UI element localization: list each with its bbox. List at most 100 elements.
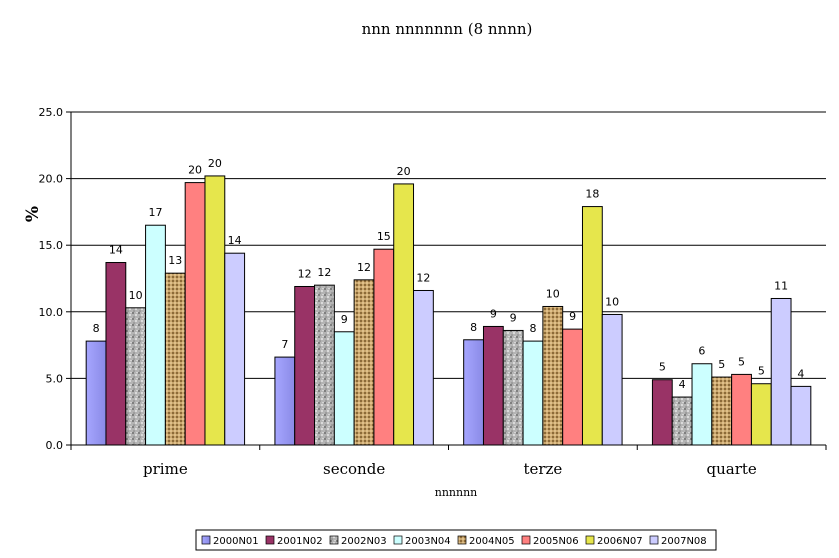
bar <box>85 340 107 446</box>
bar <box>711 376 733 446</box>
data-label: 5 <box>659 361 666 374</box>
legend-swatch <box>649 535 659 545</box>
y-axis-title: % <box>23 206 43 222</box>
data-label: 10 <box>605 295 619 308</box>
data-label: 9 <box>341 313 348 326</box>
bar <box>393 183 415 446</box>
bar <box>731 373 752 446</box>
data-label: 15 <box>377 230 391 243</box>
data-label: 10 <box>546 287 560 300</box>
axes: 0.0 5.0 10.0 15.0 20.0 25.0 prime seconde terze q… <box>39 106 827 478</box>
bar <box>522 340 544 446</box>
legend-label: 2001N02 <box>277 536 323 547</box>
data-label: 12 <box>298 267 312 280</box>
bar <box>790 385 812 446</box>
data-label: 5 <box>738 355 745 368</box>
bar <box>333 331 355 446</box>
data-label: 12 <box>317 266 331 279</box>
data-label: 17 <box>148 206 162 219</box>
bars <box>85 175 812 446</box>
bar <box>145 224 166 446</box>
bar <box>204 175 226 446</box>
data-label: 9 <box>510 311 517 324</box>
legend-label: 2005N06 <box>533 536 579 547</box>
bar <box>542 305 564 446</box>
data-label: 20 <box>397 165 411 178</box>
data-label: 9 <box>569 310 576 323</box>
x-category-label: quarte <box>706 460 756 478</box>
legend-swatch <box>265 535 275 545</box>
legend-label: 2006N07 <box>597 536 643 547</box>
data-label: 14 <box>109 244 123 257</box>
data-label: 12 <box>416 271 430 284</box>
y-tick-label: 10.0 <box>39 306 64 319</box>
data-label: 20 <box>208 157 222 170</box>
data-label: 10 <box>129 289 143 302</box>
data-label: 8 <box>529 322 536 335</box>
bar <box>314 284 335 446</box>
data-label: 4 <box>797 367 804 380</box>
data-label: 12 <box>357 261 371 274</box>
bar <box>770 297 792 446</box>
legend-label: 2000N01 <box>213 536 259 547</box>
bar <box>482 325 504 446</box>
bar <box>353 279 375 446</box>
bar <box>463 339 484 446</box>
data-label: 7 <box>281 338 288 351</box>
bar <box>562 328 583 446</box>
legend-label: 2007N08 <box>661 536 707 547</box>
legend-label: 2004N05 <box>469 536 515 547</box>
y-tick-label: 15.0 <box>39 239 64 252</box>
y-tick-label: 25.0 <box>39 106 64 119</box>
bar <box>671 396 693 446</box>
bar <box>164 272 186 446</box>
data-label: 18 <box>585 188 599 201</box>
bar <box>294 285 316 446</box>
bar <box>105 262 127 446</box>
bar <box>502 329 524 446</box>
bar <box>373 248 395 446</box>
data-label: 8 <box>93 322 100 335</box>
legend: 2000N01 2001N02 2002N03 2003N04 2004N05 2005N… <box>195 529 717 551</box>
x-category-label: terze <box>523 460 562 478</box>
data-label: 9 <box>490 307 497 320</box>
x-category-label: seconde <box>323 460 385 478</box>
bar <box>413 289 434 446</box>
bar <box>750 383 772 446</box>
data-label: 13 <box>168 254 182 267</box>
y-tick-label: 0.0 <box>46 439 64 452</box>
data-label: 11 <box>774 279 788 292</box>
legend-swatch <box>393 535 403 545</box>
bar <box>184 182 206 446</box>
chart-title: nnn nnnnnnn (8 nnnn) <box>362 20 533 38</box>
data-label: 14 <box>228 234 242 247</box>
legend-swatch <box>457 535 467 545</box>
bar <box>691 363 713 446</box>
bar <box>601 313 623 446</box>
data-label: 20 <box>188 164 202 177</box>
bar <box>125 307 147 446</box>
x-category-label: prime <box>143 460 188 478</box>
y-tick-label: 20.0 <box>39 173 64 186</box>
legend-label: 2002N03 <box>341 536 387 547</box>
bar <box>581 206 603 446</box>
legend-swatch <box>329 535 339 545</box>
bar <box>651 379 673 446</box>
legend-swatch <box>201 535 211 545</box>
x-axis-title: nnnnnn <box>435 486 478 499</box>
legend-swatch <box>585 535 595 545</box>
legend-box <box>195 529 717 551</box>
data-label: 5 <box>758 365 765 378</box>
data-label: 6 <box>698 345 705 358</box>
legend-label: 2003N04 <box>405 536 451 547</box>
y-tick-label: 5.0 <box>46 372 64 385</box>
data-label: 5 <box>718 358 725 371</box>
data-label: 4 <box>679 378 686 391</box>
legend-swatch <box>521 535 531 545</box>
bar <box>274 356 296 446</box>
data-label: 8 <box>470 321 477 334</box>
bar <box>224 252 246 446</box>
